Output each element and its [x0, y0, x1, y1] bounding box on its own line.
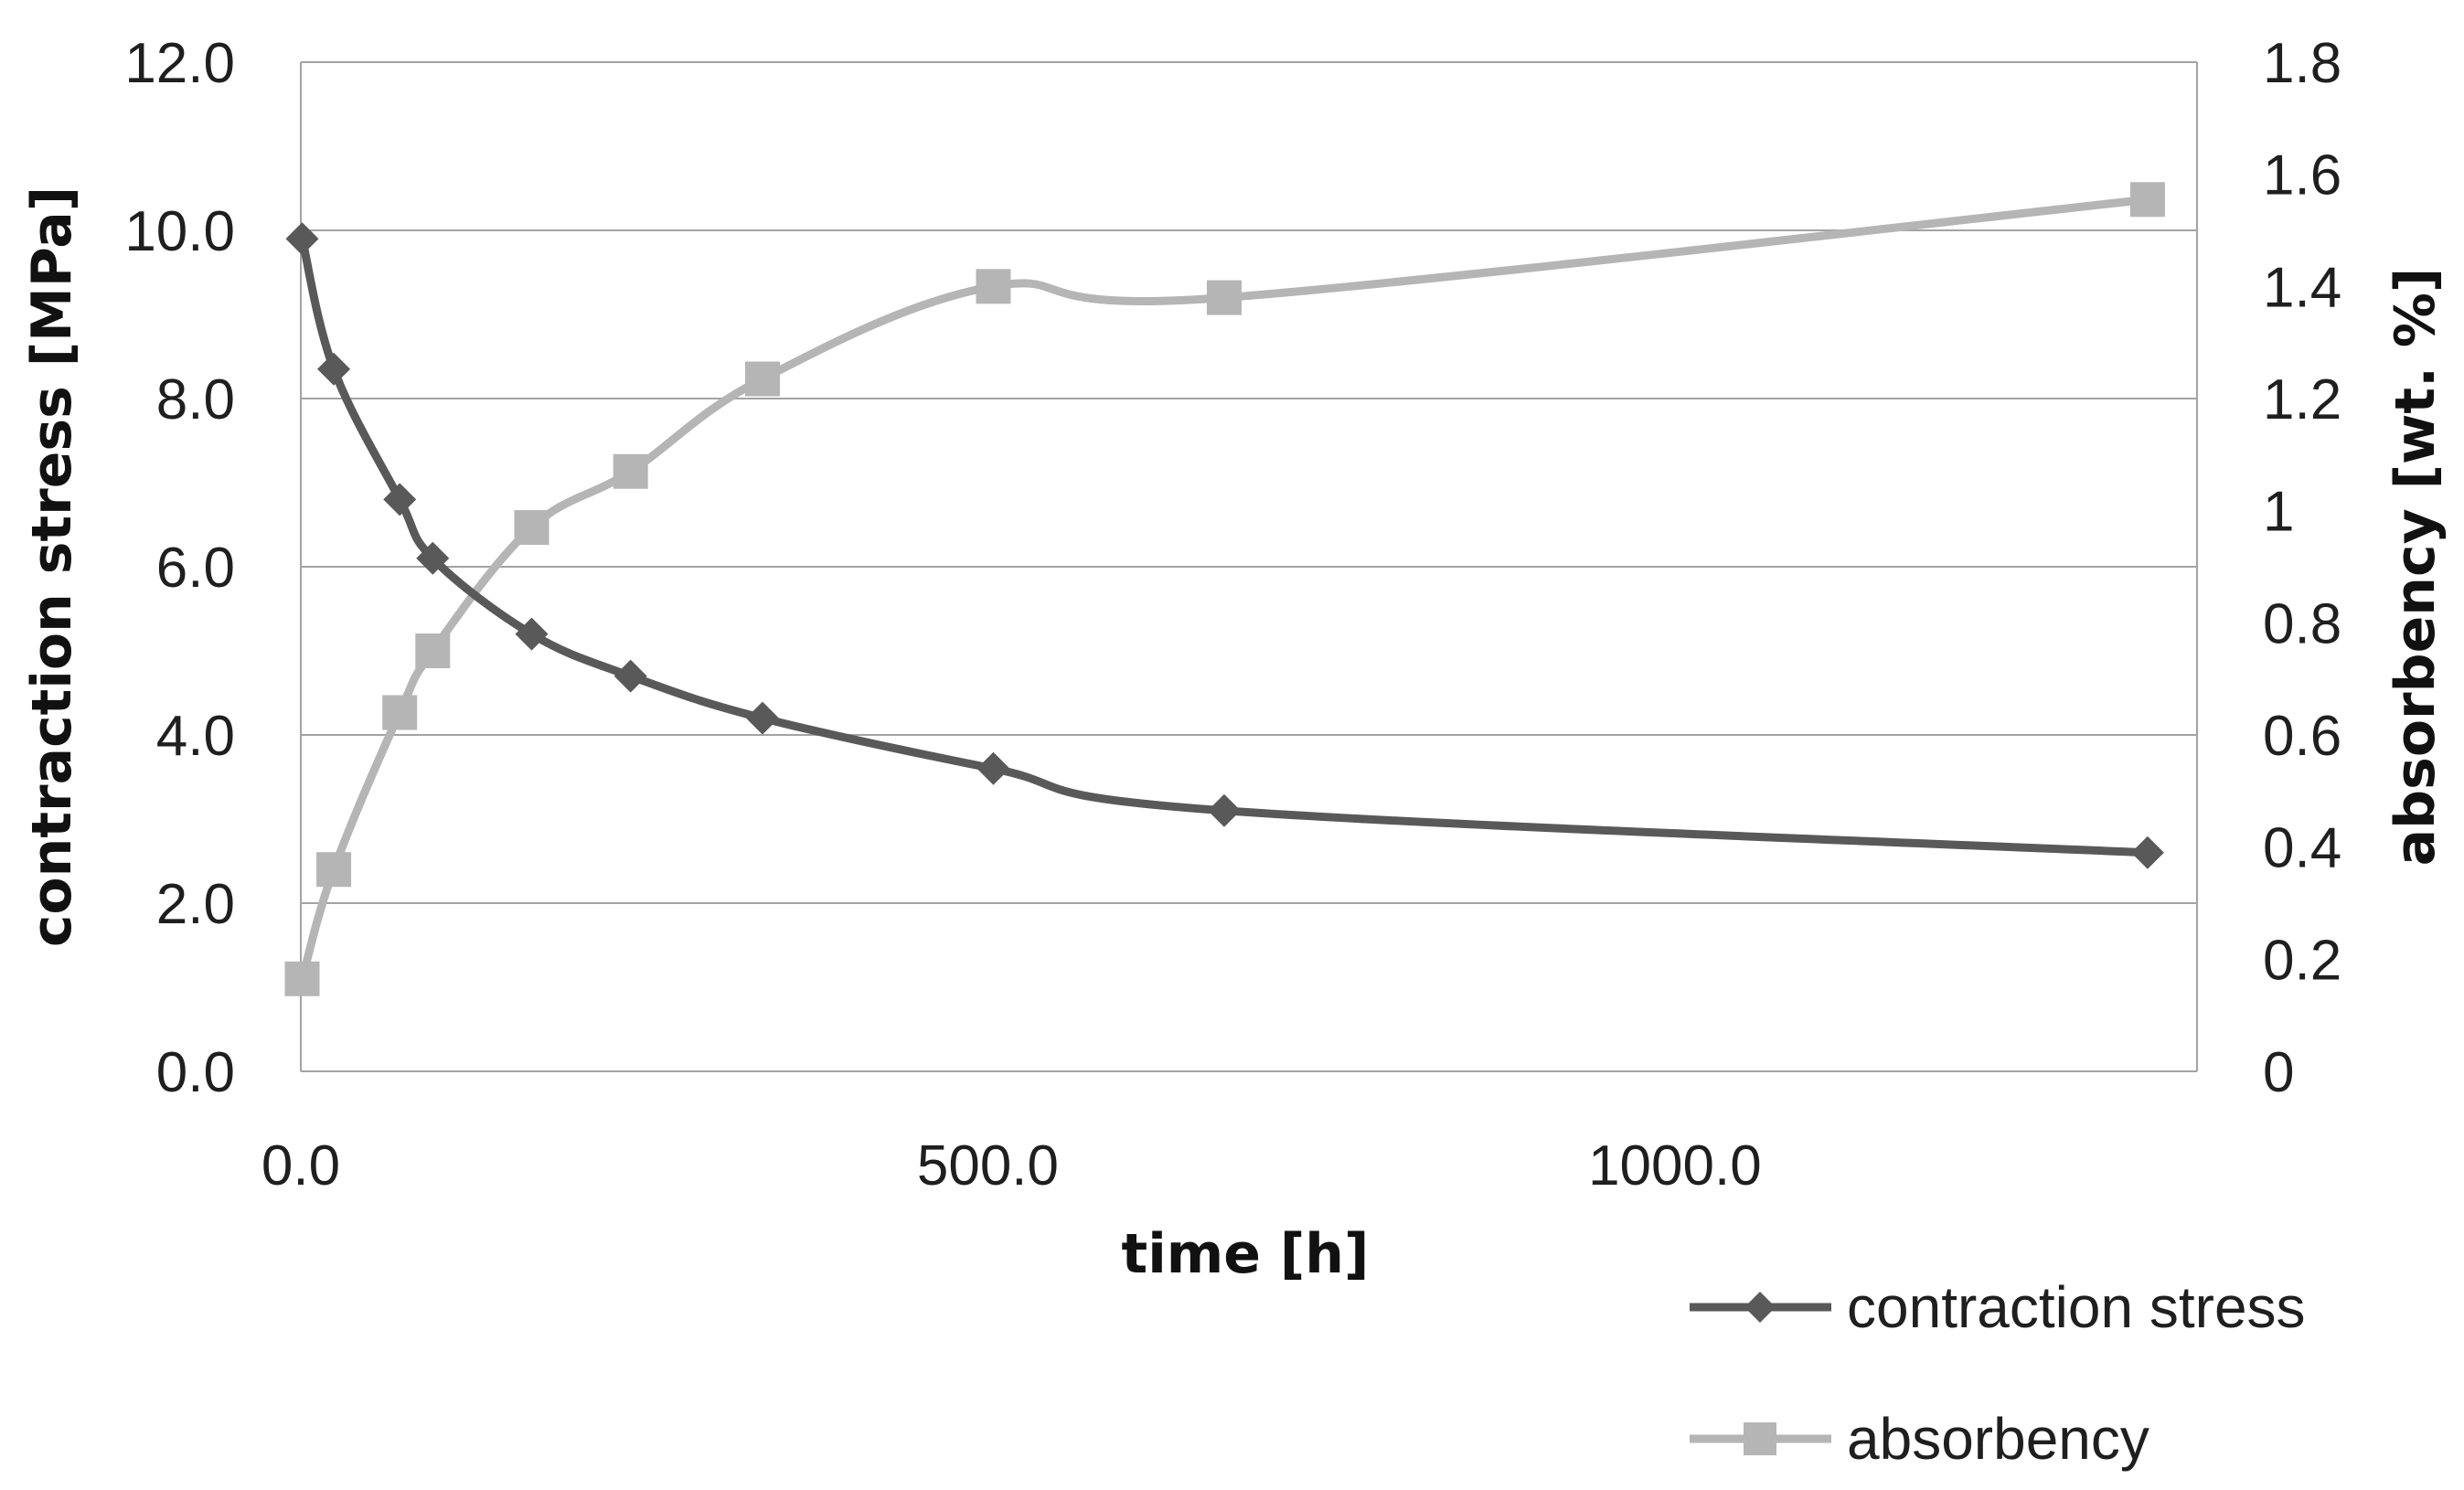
- data-point: [383, 483, 417, 516]
- x-tick-label: 500.0: [917, 1134, 1059, 1197]
- y2-tick-label: 0.6: [2263, 705, 2341, 768]
- x-axis-title: time [h]: [1122, 1222, 1370, 1286]
- y-tick-label: 12.0: [124, 32, 235, 95]
- data-point: [2129, 182, 2165, 218]
- y2-tick-label: 1: [2263, 481, 2294, 544]
- data-point: [613, 453, 648, 489]
- legend-label-contraction-stress: contraction stress: [1847, 1274, 2306, 1340]
- legend-label-absorbency: absorbency: [1847, 1406, 2149, 1472]
- data-point: [316, 852, 352, 888]
- data-point: [1206, 280, 1242, 315]
- data-point: [515, 617, 549, 651]
- legend-diamond-icon: [1744, 1292, 1776, 1323]
- data-point: [976, 269, 1011, 304]
- y-tick-label: 6.0: [156, 537, 235, 600]
- y2-tick-label: 0.4: [2263, 817, 2341, 880]
- data-point: [976, 751, 1010, 785]
- data-point: [416, 541, 450, 575]
- x-tick-label: 1000.0: [1588, 1134, 1762, 1197]
- data-point: [382, 695, 418, 730]
- data-point: [284, 961, 320, 996]
- gridlines: [301, 61, 2197, 904]
- legend-item-absorbency: absorbency: [1690, 1406, 2149, 1472]
- data-point: [317, 352, 351, 386]
- y2-axis-title: absorbency [wt. %]: [2384, 268, 2448, 867]
- data-point: [2130, 835, 2164, 869]
- tick-labels: 0.0 2.0 4.0 6.0 8.0 10.0 12.0 0 0.2 0.4 0.6 0.8 1 1.2…: [124, 32, 2341, 1197]
- data-point: [514, 510, 549, 546]
- y-axis-title: contraction stress [MPa]: [20, 186, 84, 947]
- series-line: [298, 234, 2152, 857]
- legend: contraction stress absorbency: [1690, 1274, 2306, 1472]
- data-point: [1207, 793, 1241, 827]
- y-tick-label: 0.0: [156, 1041, 235, 1104]
- x-tick-label: 0.0: [261, 1134, 340, 1197]
- y2-tick-label: 0.8: [2263, 592, 2341, 655]
- y2-tick-label: 0.2: [2263, 929, 2341, 992]
- data-point: [745, 701, 779, 735]
- y2-tick-label: 1.2: [2263, 368, 2341, 431]
- series-contraction-stress: [285, 222, 2164, 869]
- series-group: [284, 182, 2165, 996]
- y2-tick-label: 0: [2263, 1041, 2294, 1104]
- legend-item-contraction-stress: contraction stress: [1690, 1274, 2306, 1340]
- data-point: [744, 361, 780, 397]
- data-point: [613, 659, 647, 693]
- y-tick-label: 10.0: [124, 200, 235, 263]
- y-tick-label: 4.0: [156, 705, 235, 768]
- y2-tick-label: 1.4: [2263, 256, 2341, 319]
- y2-tick-label: 1.6: [2263, 144, 2341, 208]
- data-point: [285, 222, 319, 256]
- legend-square-icon: [1744, 1422, 1776, 1455]
- y-tick-label: 2.0: [156, 873, 235, 936]
- data-point: [415, 633, 451, 668]
- y-tick-label: 8.0: [156, 368, 235, 431]
- series-absorbency: [284, 182, 2165, 996]
- y2-tick-label: 1.8: [2263, 32, 2341, 95]
